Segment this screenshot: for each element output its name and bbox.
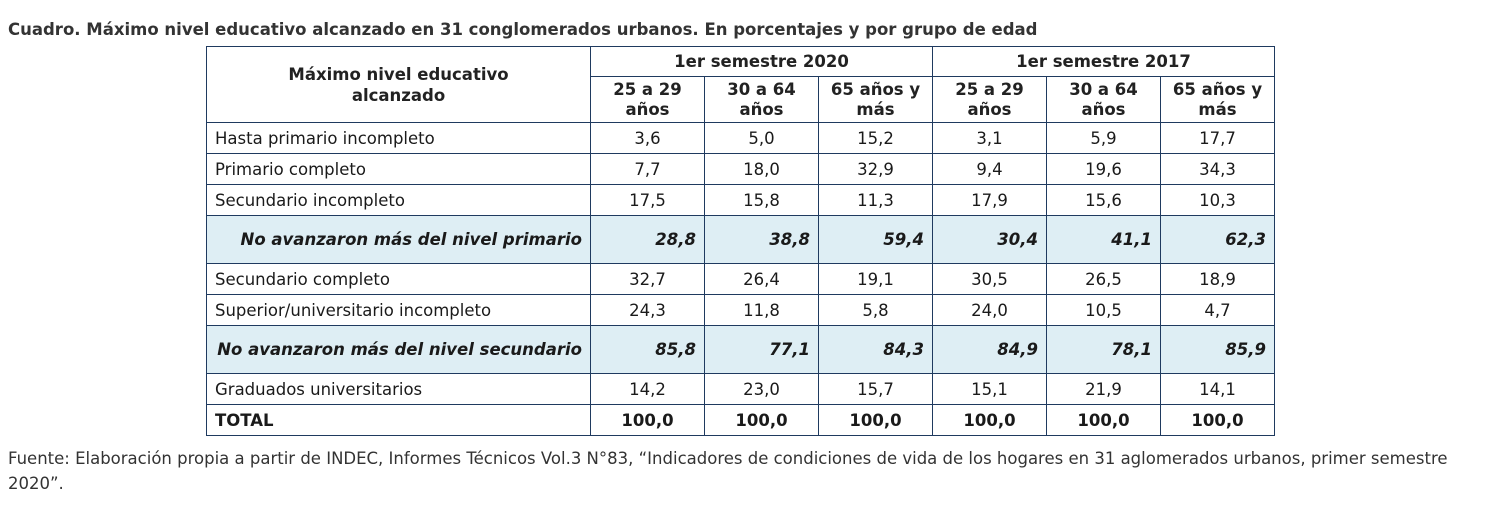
table-row: Primario completo 7,7 18,0 32,9 9,4 19,6 34,3 (206, 153, 1275, 185)
value-cell: 4,7 (1160, 294, 1275, 326)
value-cell: 15,7 (818, 373, 933, 405)
value-cell: 34,3 (1160, 153, 1275, 185)
value-cell: 32,7 (590, 263, 705, 295)
row-label: Graduados universitarios (206, 373, 591, 405)
value-cell: 28,8 (590, 215, 705, 264)
row-label: No avanzaron más del nivel secundario (206, 325, 591, 374)
value-cell: 85,9 (1160, 325, 1275, 374)
level-header-line-2: alcanzado (351, 85, 446, 105)
row-label: Superior/universitario incompleto (206, 294, 591, 326)
age-group-header-line: años (967, 99, 1012, 119)
period-header-2020: 1er semestre 2020 (590, 46, 933, 77)
value-cell: 15,8 (704, 184, 819, 216)
row-label: Primario completo (206, 153, 591, 185)
row-label: TOTAL (206, 404, 591, 436)
summary-row: No avanzaron más del nivel secundario 85,… (206, 325, 1275, 374)
table-row: Hasta primario incompleto 3,6 5,0 15,2 3,1 5,… (206, 122, 1275, 154)
value-cell: 41,1 (1046, 215, 1161, 264)
value-cell: 30,5 (932, 263, 1047, 295)
value-cell: 100,0 (704, 404, 819, 436)
value-cell: 14,1 (1160, 373, 1275, 405)
row-label: Secundario completo (206, 263, 591, 295)
row-label: No avanzaron más del nivel primario (206, 215, 591, 264)
age-group-header-line: 25 a 29 (955, 79, 1024, 99)
level-column-header: Máximo nivel educativo alcanzado (206, 46, 591, 123)
table-title: Cuadro. Máximo nivel educativo alcanzado… (8, 20, 1038, 39)
value-cell: 59,4 (818, 215, 933, 264)
value-cell: 18,9 (1160, 263, 1275, 295)
value-cell: 32,9 (818, 153, 933, 185)
value-cell: 77,1 (704, 325, 819, 374)
age-group-header: 30 a 64 años (1046, 76, 1161, 123)
table-row: Secundario incompleto 17,5 15,8 11,3 17,9 15,… (206, 184, 1275, 216)
table-row: Secundario completo 32,7 26,4 19,1 30,5 26,5 1… (206, 263, 1275, 295)
value-cell: 17,5 (590, 184, 705, 216)
value-cell: 9,4 (932, 153, 1047, 185)
level-header-line-1: Máximo nivel educativo (288, 64, 509, 84)
education-table: Máximo nivel educativo alcanzado 1er sem… (206, 46, 1275, 436)
value-cell: 26,5 (1046, 263, 1161, 295)
value-cell: 24,0 (932, 294, 1047, 326)
value-cell: 10,5 (1046, 294, 1161, 326)
age-group-header: 25 a 29 años (932, 76, 1047, 123)
value-cell: 26,4 (704, 263, 819, 295)
value-cell: 15,1 (932, 373, 1047, 405)
row-label: Hasta primario incompleto (206, 122, 591, 154)
value-cell: 84,3 (818, 325, 933, 374)
value-cell: 15,6 (1046, 184, 1161, 216)
value-cell: 100,0 (1046, 404, 1161, 436)
age-group-header-line: 30 a 64 (1069, 79, 1138, 99)
value-cell: 19,6 (1046, 153, 1161, 185)
table-row: Graduados universitarios 14,2 23,0 15,7 15,1… (206, 373, 1275, 405)
value-cell: 100,0 (1160, 404, 1275, 436)
value-cell: 3,6 (590, 122, 705, 154)
value-cell: 17,7 (1160, 122, 1275, 154)
value-cell: 5,0 (704, 122, 819, 154)
summary-row: No avanzaron más del nivel primario 28,8 3… (206, 215, 1275, 264)
value-cell: 18,0 (704, 153, 819, 185)
age-group-header-line: 65 años y (1172, 79, 1263, 99)
value-cell: 5,9 (1046, 122, 1161, 154)
value-cell: 100,0 (590, 404, 705, 436)
value-cell: 11,3 (818, 184, 933, 216)
total-row: TOTAL 100,0 100,0 100,0 100,0 100,0 100,0 (206, 404, 1275, 436)
age-group-header-line: 65 años y (830, 79, 921, 99)
age-group-header: 65 años y más (1160, 76, 1275, 123)
value-cell: 3,1 (932, 122, 1047, 154)
value-cell: 14,2 (590, 373, 705, 405)
age-group-header-line: 25 a 29 (613, 79, 682, 99)
value-cell: 62,3 (1160, 215, 1275, 264)
age-group-header-line: más (856, 99, 895, 119)
value-cell: 100,0 (932, 404, 1047, 436)
value-cell: 15,2 (818, 122, 933, 154)
age-group-header: 30 a 64 años (704, 76, 819, 123)
value-cell: 23,0 (704, 373, 819, 405)
age-group-header-line: años (625, 99, 670, 119)
age-group-header-line: más (1198, 99, 1237, 119)
row-label: Secundario incompleto (206, 184, 591, 216)
age-group-header-line: años (739, 99, 784, 119)
period-header-2017: 1er semestre 2017 (932, 46, 1275, 77)
value-cell: 21,9 (1046, 373, 1161, 405)
age-group-header: 25 a 29 años (590, 76, 705, 123)
age-group-header: 65 años y más (818, 76, 933, 123)
source-note: Fuente: Elaboración propia a partir de I… (8, 449, 1448, 493)
age-group-header-line: 30 a 64 (727, 79, 796, 99)
value-cell: 78,1 (1046, 325, 1161, 374)
age-group-header-line: años (1081, 99, 1126, 119)
value-cell: 30,4 (932, 215, 1047, 264)
value-cell: 10,3 (1160, 184, 1275, 216)
table-row: Superior/universitario incompleto 24,3 11,… (206, 294, 1275, 326)
value-cell: 11,8 (704, 294, 819, 326)
value-cell: 85,8 (590, 325, 705, 374)
value-cell: 24,3 (590, 294, 705, 326)
value-cell: 17,9 (932, 184, 1047, 216)
value-cell: 100,0 (818, 404, 933, 436)
value-cell: 84,9 (932, 325, 1047, 374)
value-cell: 38,8 (704, 215, 819, 264)
value-cell: 5,8 (818, 294, 933, 326)
value-cell: 7,7 (590, 153, 705, 185)
value-cell: 19,1 (818, 263, 933, 295)
